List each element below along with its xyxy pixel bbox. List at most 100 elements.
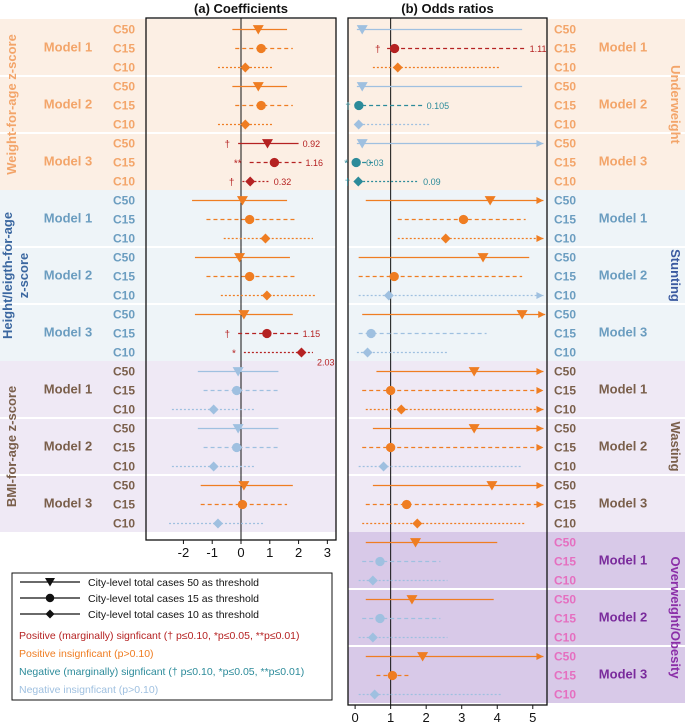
panel-b-estimate-marker xyxy=(375,613,385,624)
panel-b-group-title: Underweight xyxy=(668,65,683,144)
panel-b-tick-label: 4 xyxy=(494,710,501,724)
panel-a-group-title: Weight-for-age z-score xyxy=(4,34,19,175)
panel-b-model-label: Model 1 xyxy=(599,382,647,397)
panel-b-c-label: C10 xyxy=(554,118,576,132)
panel-a-estimate-marker xyxy=(256,100,266,111)
panel-b-estimate-marker xyxy=(375,556,385,567)
panel-a-sig-mark: † xyxy=(229,178,235,189)
panel-b-c-label: C50 xyxy=(554,365,576,379)
panel-b-estimate-marker xyxy=(477,253,489,263)
panel-a-estimate-marker xyxy=(240,119,251,130)
panel-b-model-label: Model 2 xyxy=(599,439,647,454)
panel-a-c-label: C10 xyxy=(113,175,135,189)
panel-b-c-label: C15 xyxy=(554,42,576,56)
panel-b-frame xyxy=(347,17,548,706)
panel-b-c-label: C10 xyxy=(554,232,576,246)
panel-b-c-label: C15 xyxy=(554,612,576,626)
panel-b-c-label: C10 xyxy=(554,289,576,303)
panel-a-model-label: Model 3 xyxy=(44,154,92,169)
panel-a-sig-mark: † xyxy=(225,140,231,151)
panel-a-estimate-marker xyxy=(238,310,250,320)
panel-b-estimate-marker xyxy=(417,652,429,662)
panel-b-estimate-marker xyxy=(367,575,378,586)
panel-b-group-title: Overweight/Obesity xyxy=(668,556,683,679)
panel-a-model-label: Model 2 xyxy=(44,97,92,112)
panel-a-sig-mark: ** xyxy=(234,159,242,170)
panel-a-c-label: C15 xyxy=(113,99,135,113)
panel-b-sig-mark: † xyxy=(345,178,351,189)
panel-b-estimate-marker xyxy=(351,157,361,168)
panel-a-estimate-marker xyxy=(245,176,256,187)
panel-b-model-label: Model 2 xyxy=(599,97,647,112)
panel-a-estimate-marker xyxy=(237,499,248,510)
panel-b-group-title: Stunting xyxy=(668,249,683,302)
panel-b-ci-arrow xyxy=(536,501,544,508)
panel-a-band-1 xyxy=(0,190,336,361)
panel-b-estimate-marker xyxy=(484,196,496,206)
panel-b-c-label: C10 xyxy=(554,346,576,360)
legend-significance-label: Negative insignficant (p>0.10) xyxy=(19,684,158,696)
panel-b-ci-arrow xyxy=(536,444,544,451)
panel-b-tick-label: 0 xyxy=(351,710,358,724)
panel-b-c-label: C50 xyxy=(554,23,576,37)
legend-marker-label: City-level total cases 15 as threshold xyxy=(88,593,259,605)
panel-b-c-label: C15 xyxy=(554,156,576,170)
panel-b-c-label: C15 xyxy=(554,213,576,227)
panel-a-c-label: C10 xyxy=(113,460,135,474)
panel-a-estimate-marker xyxy=(232,442,242,453)
panel-b-estimate-marker xyxy=(468,367,480,377)
panel-b-sig-mark: † xyxy=(345,102,351,113)
panel-a-estimate-marker xyxy=(262,328,272,339)
panel-a-c-label: C10 xyxy=(113,403,135,417)
panel-b-c-label: C50 xyxy=(554,479,576,493)
panel-b-c-label: C10 xyxy=(554,574,576,588)
panel-b-c-label: C10 xyxy=(554,403,576,417)
panel-b-c-label: C50 xyxy=(554,422,576,436)
panel-b-estimate-marker xyxy=(389,43,400,54)
panel-b-c-label: C15 xyxy=(554,384,576,398)
legend-triangle-marker xyxy=(45,578,55,587)
panel-b-c-label: C15 xyxy=(554,498,576,512)
panel-a-model-label: Model 1 xyxy=(44,382,92,397)
panel-a-sig-mark: † xyxy=(225,330,231,341)
panel-b-c-label: C15 xyxy=(554,270,576,284)
panel-a-estimate-marker xyxy=(213,518,223,529)
panel-a-tick-label: 0 xyxy=(237,545,244,560)
panel-a-estimate-marker xyxy=(208,404,219,415)
panel-b-c-label: C10 xyxy=(554,631,576,645)
panel-b-ci-arrow xyxy=(536,425,544,432)
panel-b-estimate-marker xyxy=(383,290,394,301)
panel-a-estimate-marker xyxy=(232,385,242,396)
panel-a-estimate-marker xyxy=(261,290,272,301)
panel-a-band-0 xyxy=(0,19,336,190)
panel-a-estimate-marker xyxy=(252,82,264,92)
panel-b-c-label: C50 xyxy=(554,650,576,664)
panel-a-estimate-marker xyxy=(244,214,255,225)
panel-b-estimate-marker xyxy=(356,25,368,35)
panel-b-value-label: 0.09 xyxy=(423,177,441,187)
panel-a-value-label: 0.32 xyxy=(274,177,292,187)
panel-a-c-label: C50 xyxy=(113,365,135,379)
panel-a-estimate-marker xyxy=(260,233,271,244)
panel-a-c-label: C15 xyxy=(113,384,135,398)
panel-a-model-label: Model 2 xyxy=(44,439,92,454)
legend-diamond-marker xyxy=(45,609,55,619)
panel-a-tick-label: 2 xyxy=(295,545,302,560)
panel-a-estimate-marker xyxy=(261,139,273,149)
panel-a-estimate-marker xyxy=(234,253,246,263)
panel-a-estimate-marker xyxy=(269,157,280,168)
panel-b-estimate-marker xyxy=(387,670,398,681)
legend-marker-label: City-level total cases 10 as threshold xyxy=(88,609,259,621)
panel-b-value-label: 0.03 xyxy=(366,158,384,168)
panel-b-c-label: C50 xyxy=(554,251,576,265)
panel-b-model-label: Model 2 xyxy=(599,610,647,625)
panel-b-c-label: C15 xyxy=(554,327,576,341)
panel-a-estimate-marker xyxy=(240,62,251,73)
panel-b-ci-arrow xyxy=(536,140,544,147)
panel-a-model-label: Model 1 xyxy=(44,211,92,226)
panel-b-estimate-marker xyxy=(389,271,399,282)
panel-b-c-label: C10 xyxy=(554,175,576,189)
panel-a-model-label: Model 3 xyxy=(44,496,92,511)
panel-b-ci-arrow xyxy=(536,368,544,375)
panel-b-estimate-marker xyxy=(396,404,407,415)
